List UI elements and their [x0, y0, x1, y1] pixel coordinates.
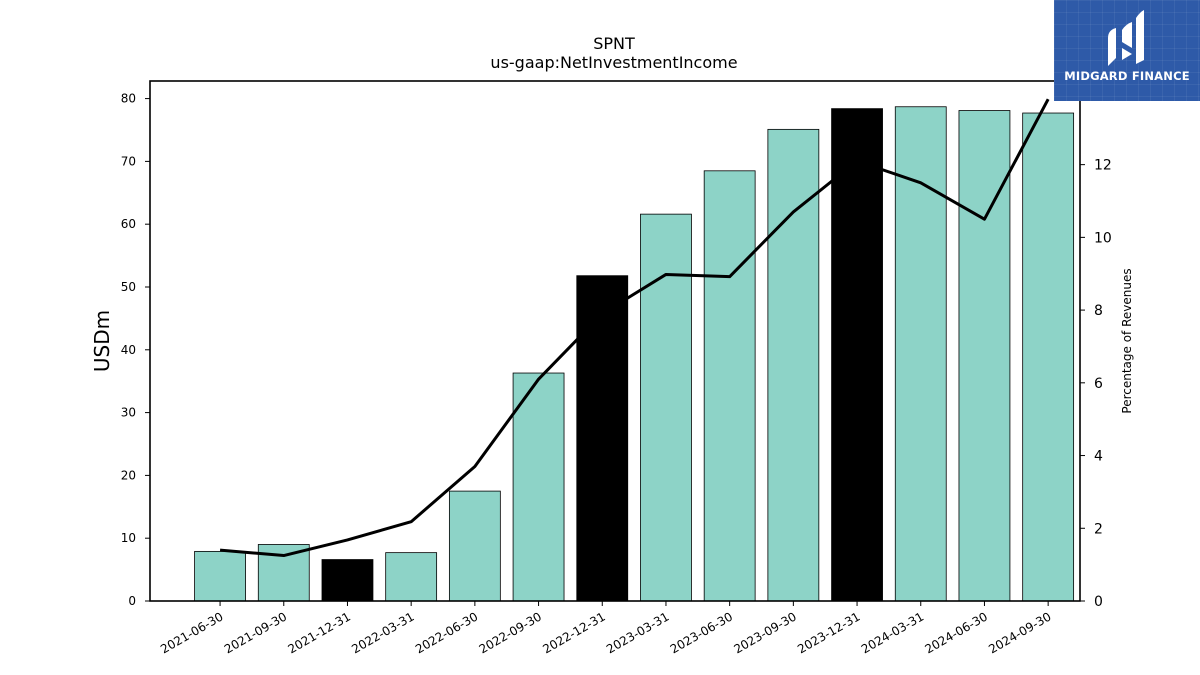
y2-tick-label: 10 — [1094, 230, 1112, 246]
y2-tick-label: 8 — [1094, 303, 1103, 319]
y2-axis-label: Percentage of Revenues — [1120, 268, 1134, 413]
y2-tick-label: 0 — [1094, 594, 1103, 610]
x-tick-label: 2023-09-30 — [731, 609, 798, 656]
y-tick-label: 70 — [121, 154, 136, 168]
bar — [703, 170, 756, 602]
x-tick-label: 2024-09-30 — [986, 609, 1053, 656]
line-series — [219, 98, 1050, 558]
bar — [512, 372, 565, 602]
x-tick-label: 2021-06-30 — [158, 609, 225, 656]
y-tick-label: 40 — [121, 343, 136, 357]
bar — [894, 106, 947, 602]
x-tick-label: 2021-12-31 — [286, 609, 353, 656]
company-logo: MIDGARD FINANCE — [1054, 0, 1200, 101]
bar — [640, 213, 692, 602]
y-tick-label: 10 — [121, 531, 136, 545]
x-tick-label: 2022-03-31 — [349, 609, 416, 656]
bar — [194, 550, 246, 602]
y-tick-label: 20 — [121, 468, 136, 482]
bar — [767, 128, 820, 602]
bar-series — [194, 106, 1075, 602]
bar — [958, 110, 1011, 602]
bar — [576, 275, 629, 602]
y2-tick-label: 2 — [1094, 521, 1103, 537]
x-tick-label: 2024-06-30 — [923, 609, 990, 656]
y-tick-label: 0 — [128, 594, 136, 608]
x-tick-label: 2023-06-30 — [668, 609, 735, 656]
chart-subtitle: us-gaap:NetInvestmentIncome — [490, 53, 737, 72]
bar — [448, 490, 501, 602]
logo-text: MIDGARD FINANCE — [1064, 69, 1190, 83]
y2-tick-label: 6 — [1094, 376, 1103, 392]
x-tick-label: 2023-12-31 — [795, 609, 862, 656]
plot-frame — [149, 80, 1081, 602]
line-series-path — [219, 98, 1050, 558]
logo-mark-icon — [1108, 10, 1144, 66]
y2-tick-label: 4 — [1094, 449, 1103, 465]
x-tick-label: 2022-12-31 — [540, 609, 607, 656]
y-tick-label: 30 — [121, 406, 136, 420]
chart-title: SPNT — [593, 34, 635, 53]
y2-tick-label: 12 — [1094, 158, 1112, 174]
x-tick-label: 2022-06-30 — [413, 609, 480, 656]
x-tick-label: 2021-09-30 — [222, 609, 289, 656]
y-axis-label: USDm — [90, 310, 114, 372]
x-tick-label: 2024-03-31 — [859, 609, 926, 656]
bar — [1022, 112, 1075, 602]
bar — [831, 108, 883, 602]
bar — [321, 559, 374, 602]
y-tick-label: 80 — [121, 92, 136, 106]
x-tick-label: 2023-03-31 — [604, 609, 671, 656]
x-tick-label: 2022-09-30 — [477, 609, 544, 656]
bar — [385, 552, 438, 602]
y-tick-label: 60 — [121, 217, 136, 231]
y-tick-label: 50 — [121, 280, 136, 294]
